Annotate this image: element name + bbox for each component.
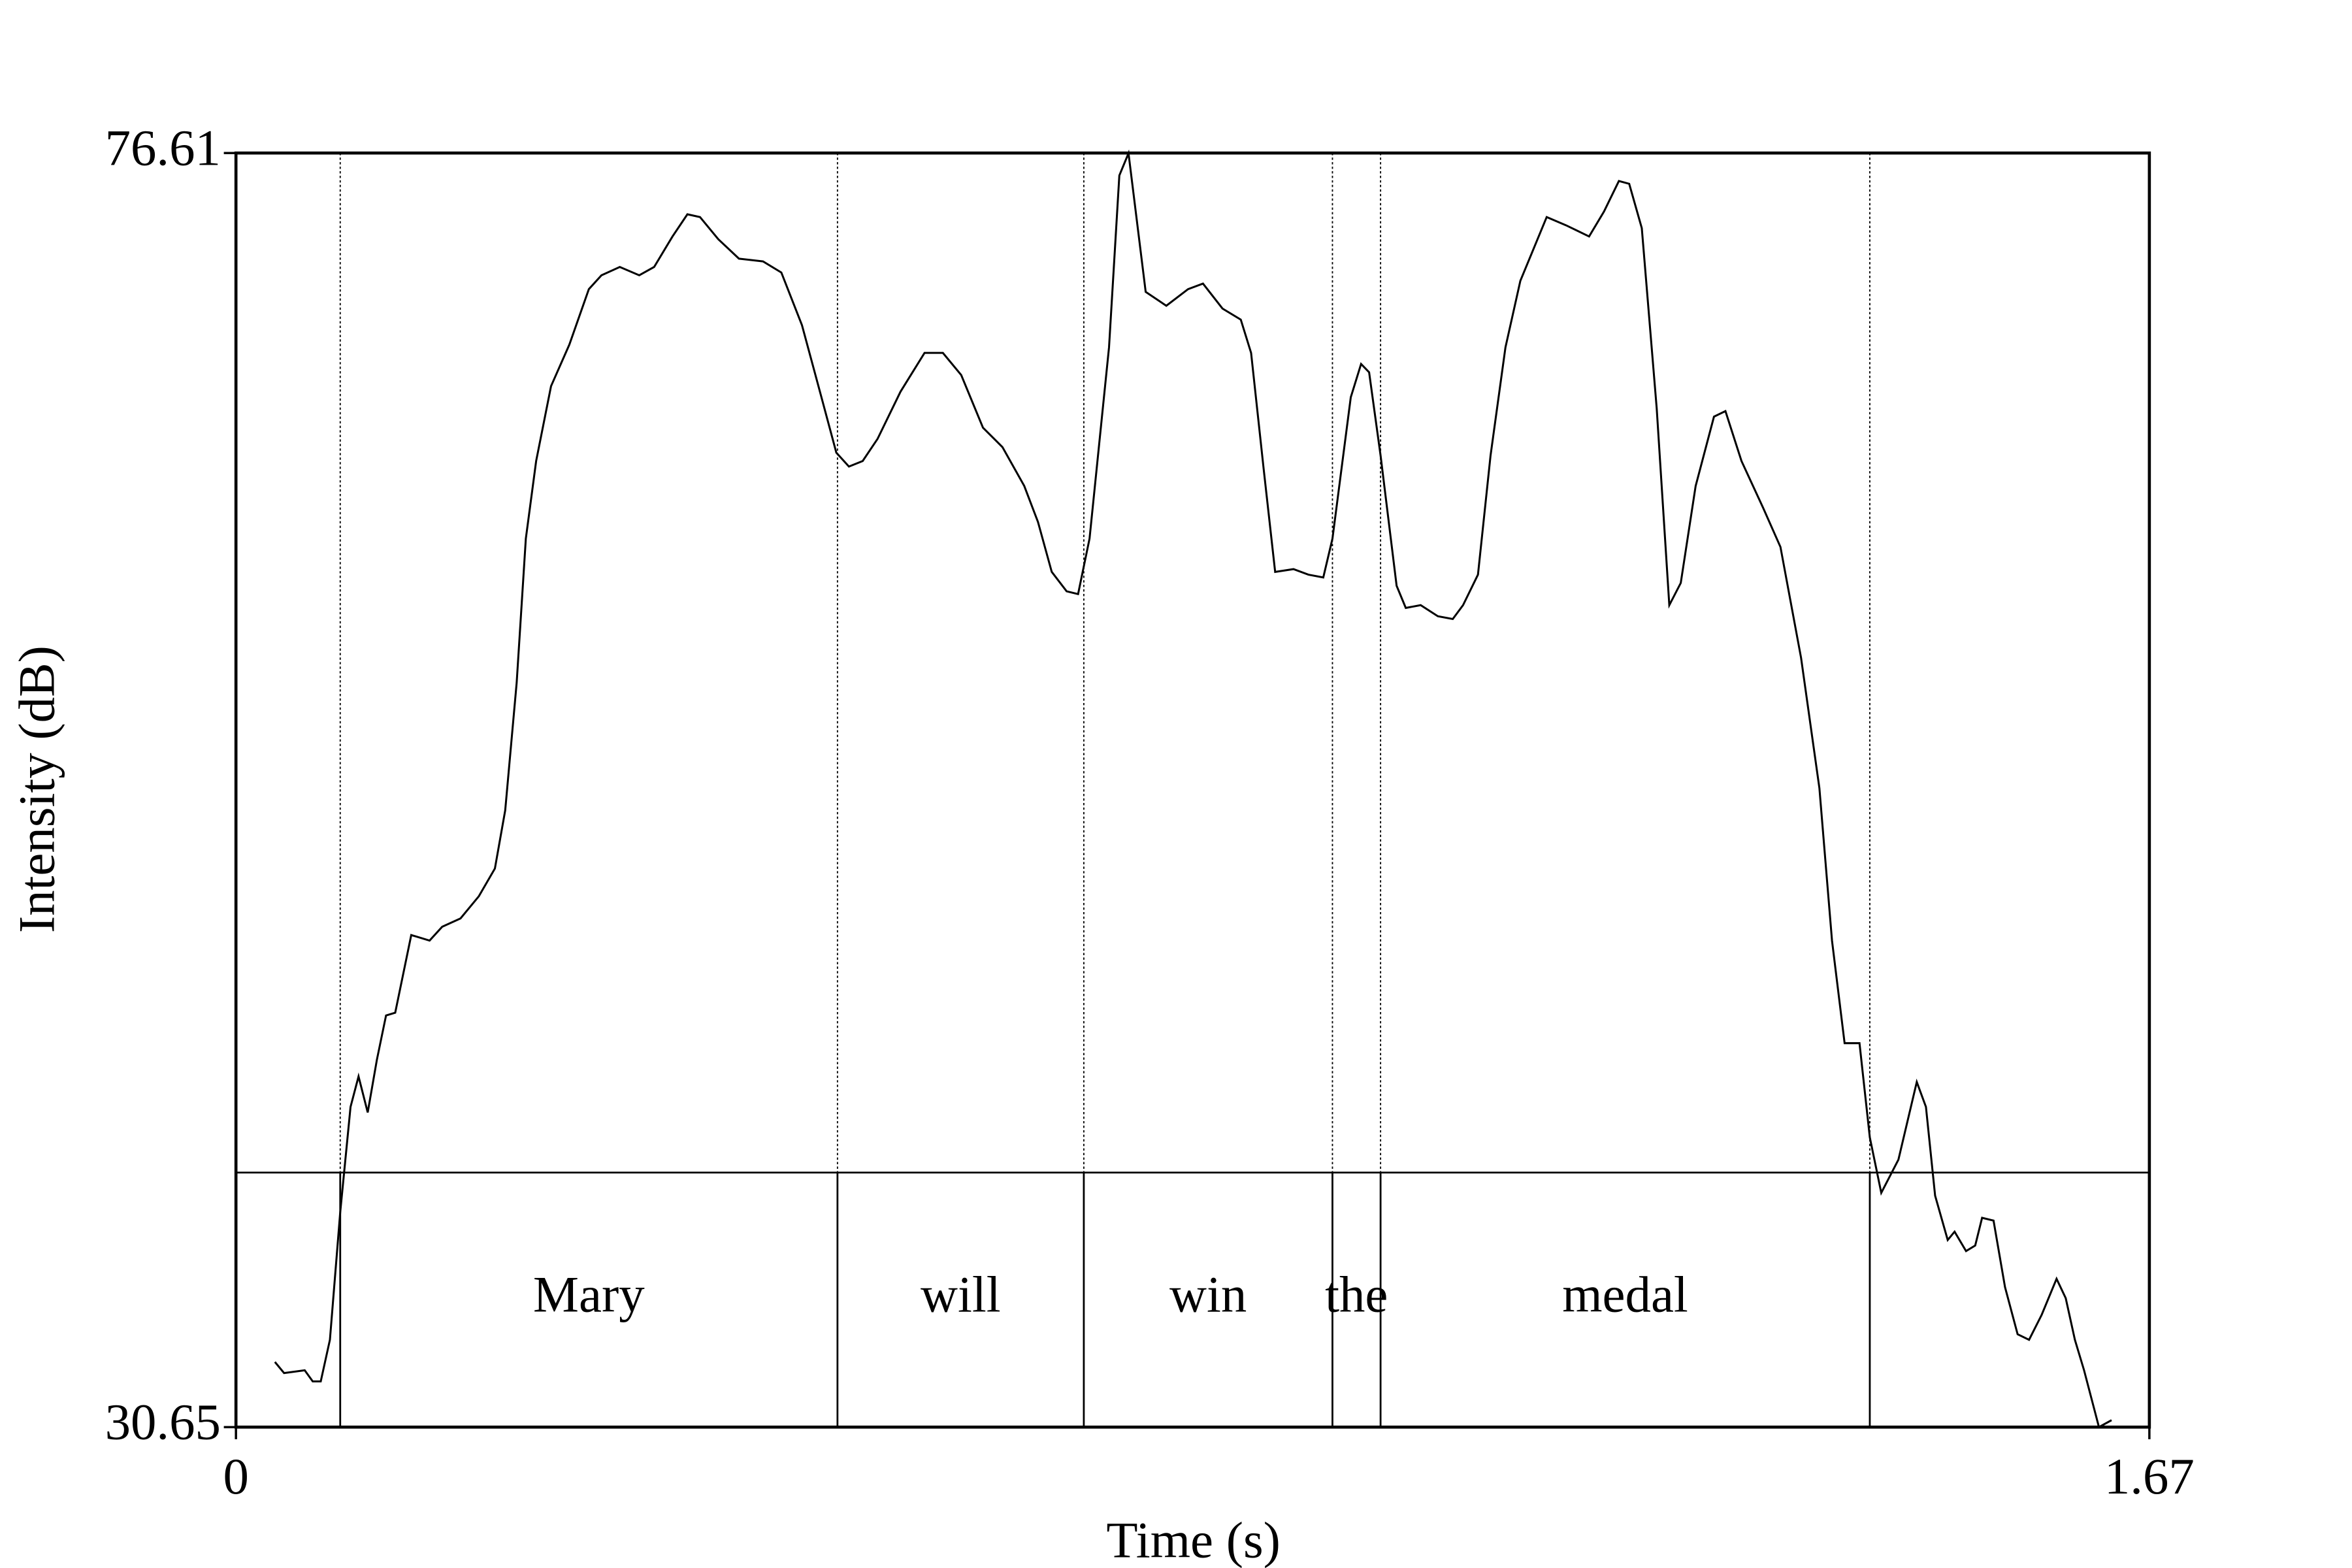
word-label: will [921,1267,1001,1324]
background [5,0,2347,1568]
x-tick-label: 0 [223,1448,248,1505]
word-label: the [1325,1267,1388,1324]
x-axis-label: Time (s) [1106,1512,1280,1568]
y-tick-label: 76.61 [105,120,221,176]
plot-frame [234,151,2151,1429]
word-label: win [1169,1267,1247,1324]
y-axis-label: Intensity (dB) [8,645,65,933]
intensity-line [274,149,2112,1429]
word-label: medal [1562,1267,1688,1324]
x-tick-label: 1.67 [2104,1448,2195,1505]
y-tick-label: 30.65 [105,1394,221,1450]
word-label: Mary [533,1267,645,1324]
